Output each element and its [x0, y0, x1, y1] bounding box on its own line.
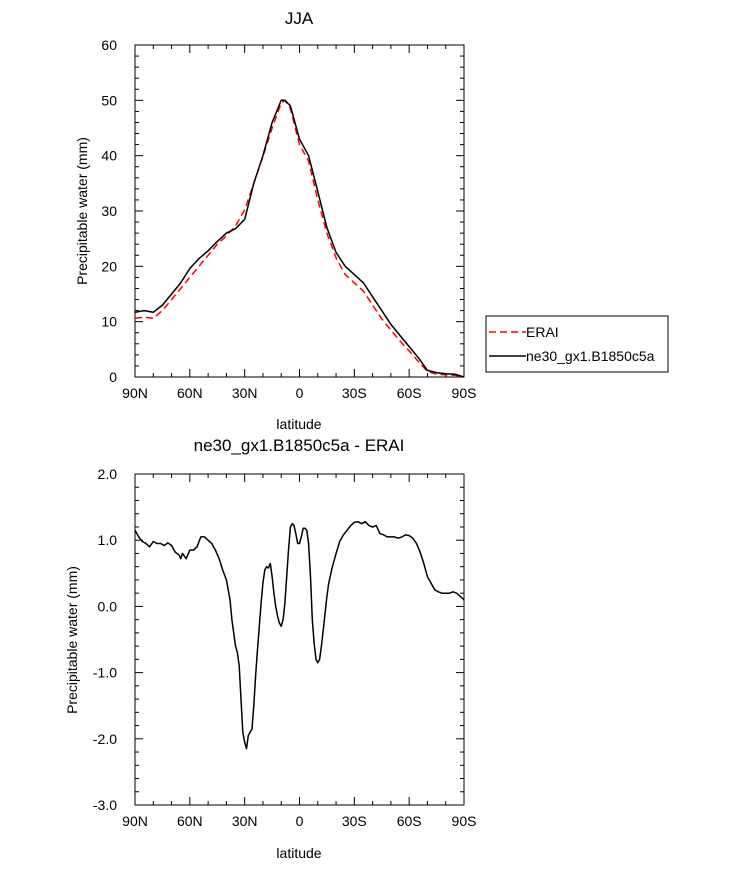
- y-tick-label: 0: [109, 369, 117, 385]
- y-axis-label: Precipitable water (mm): [74, 137, 90, 285]
- y-tick-label: 40: [101, 148, 117, 164]
- series-line-erai: [134, 99, 465, 378]
- x-tick-label: 0: [296, 385, 304, 401]
- x-tick-label: 90N: [122, 385, 148, 401]
- y-tick-label: 10: [101, 314, 117, 330]
- y-tick-label: 2.0: [98, 466, 118, 482]
- y-tick-label: -2.0: [93, 731, 117, 747]
- plot-frame: [134, 44, 465, 378]
- x-tick-label: 0: [296, 813, 304, 829]
- x-tick-label: 90S: [452, 385, 477, 401]
- plot-frame: [134, 473, 465, 806]
- panel-climatology: JJA 90N 60N 30N 0 30S 60S 90S 0 10 20 30 40 50 60 Pre…: [74, 9, 669, 432]
- x-tick-label: 30N: [232, 813, 258, 829]
- legend: ERAI ne30_gx1.B1850c5a: [485, 315, 669, 373]
- x-tick-label: 90N: [122, 813, 148, 829]
- axis-ticks: 90N 60N 30N 0 30S 60S 90S 2.0 1.0 0.0 -1.0 -2.0 -3.0: [93, 466, 477, 829]
- series-group: [134, 99, 465, 378]
- x-axis-label: latitude: [276, 845, 321, 861]
- y-tick-label: 60: [101, 37, 117, 53]
- axis-ticks: 90N 60N 30N 0 30S 60S 90S 0 10 20 30 40 50 60: [101, 37, 476, 401]
- y-tick-label: 20: [101, 258, 117, 274]
- y-tick-label: 30: [101, 203, 117, 219]
- legend-box: [485, 315, 669, 373]
- panel-title: ne30_gx1.B1850c5a - ERAI: [194, 436, 405, 455]
- panel-title: JJA: [285, 9, 314, 28]
- series-line-ne30-gx1-b1850c5a: [134, 99, 465, 378]
- series-group: [134, 520, 465, 750]
- y-tick-label: 1.0: [98, 532, 118, 548]
- y-tick-label: 0.0: [98, 598, 118, 614]
- y-tick-label: 50: [101, 92, 117, 108]
- x-tick-label: 60N: [177, 813, 203, 829]
- y-tick-label: -1.0: [93, 665, 117, 681]
- panel-difference: ne30_gx1.B1850c5a - ERAI 90N 60N 30N 0 30S 60…: [64, 436, 476, 861]
- legend-label: ne30_gx1.B1850c5a: [526, 348, 655, 364]
- y-axis-label: Precipitable water (mm): [64, 566, 80, 714]
- series-line-difference: [134, 520, 465, 750]
- x-tick-label: 30S: [342, 813, 367, 829]
- x-tick-label: 60N: [177, 385, 203, 401]
- x-tick-label: 60S: [397, 813, 422, 829]
- y-tick-label: -3.0: [93, 797, 117, 813]
- x-tick-label: 30S: [342, 385, 367, 401]
- x-tick-label: 30N: [232, 385, 258, 401]
- x-tick-label: 90S: [452, 813, 477, 829]
- x-tick-label: 60S: [397, 385, 422, 401]
- legend-label: ERAI: [526, 324, 559, 340]
- x-axis-label: latitude: [276, 416, 321, 432]
